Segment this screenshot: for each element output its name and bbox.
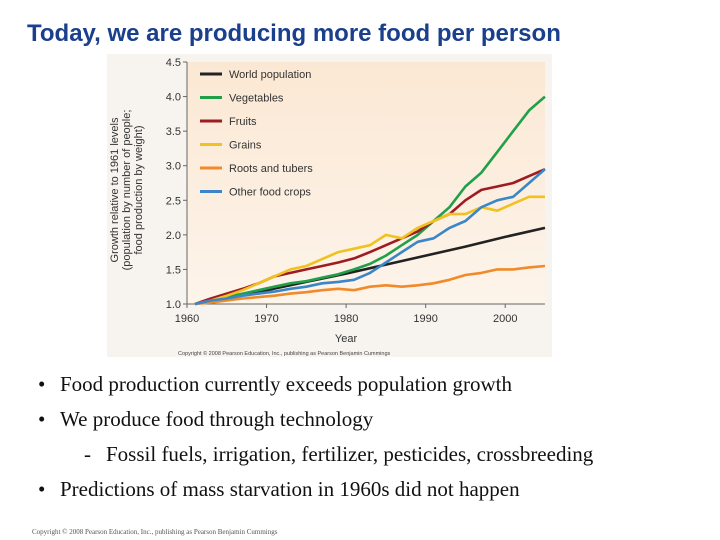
growth-chart: 1960 1970 1980 1990 2000 1.0 1.5 2.0 2.5 3.0 3.5 4.… [107,54,552,357]
y-axis-label: (population by number of people; [121,110,133,271]
chart-container: 1960 1970 1980 1990 2000 1.0 1.5 2.0 2.5 3.0 3.5 4.… [107,54,552,357]
series-line-roots-and-tubers [194,264,546,306]
y-tick-label: 1.5 [166,264,181,276]
bullet-item: • Predictions of mass starvation in 1960s… [38,472,593,507]
legend-label: Grains [229,140,262,152]
series-line-other-food-crops [194,168,546,306]
y-tick-label: 2.5 [166,195,181,207]
sub-bullet-text: Fossil fuels, irrigation, fertilizer, pe… [106,442,594,466]
bullet-item: • We produce food through technology [38,402,593,437]
legend-label: Other food crops [229,187,311,199]
sub-bullet-marker: - [84,442,91,466]
y-axis-label: Growth relative to 1961 levels [109,117,121,262]
bullet-marker: • [38,477,46,501]
x-tick-label: 1990 [413,313,437,325]
x-tick-label: 1970 [254,313,278,325]
x-tick-label: 1960 [175,313,199,325]
bullet-text: We produce food through technology [60,407,374,431]
y-tick-label: 1.0 [166,299,181,311]
y-tick-label: 4.0 [166,92,181,104]
series-line-grains [194,195,545,306]
x-axis-label: Year [335,333,358,345]
slide-title: Today, we are producing more food per pe… [27,20,561,47]
y-tick-label: 3.0 [166,161,181,173]
y-tick-label: 4.5 [166,57,181,69]
legend-label: Roots and tubers [229,163,313,175]
sub-bullet-item: - Fossil fuels, irrigation, fertilizer, p… [38,437,593,472]
legend-label: World population [229,69,311,81]
bullet-text: Food production currently exceeds popula… [60,372,512,396]
y-tick-label: 3.5 [166,126,181,138]
y-tick-label: 2.0 [166,230,181,242]
x-tick-label: 2000 [493,313,517,325]
series-line-vegetables [194,95,546,306]
legend-label: Fruits [229,116,257,128]
y-axis-label: food production by weight) [133,125,145,254]
legend-label: Vegetables [229,93,284,105]
bullet-item: • Food production currently exceeds popul… [38,367,593,402]
bullet-marker: • [38,372,46,396]
chart-copyright: Copyright © 2008 Pearson Education, Inc.… [178,350,391,357]
x-tick-label: 1980 [334,313,358,325]
plot-area [187,62,545,304]
bullet-list: • Food production currently exceeds popul… [38,367,593,507]
bullet-marker: • [38,407,46,431]
slide-footer: Copyright © 2008 Pearson Education, Inc.… [32,528,278,536]
bullet-text: Predictions of mass starvation in 1960s … [60,477,520,501]
